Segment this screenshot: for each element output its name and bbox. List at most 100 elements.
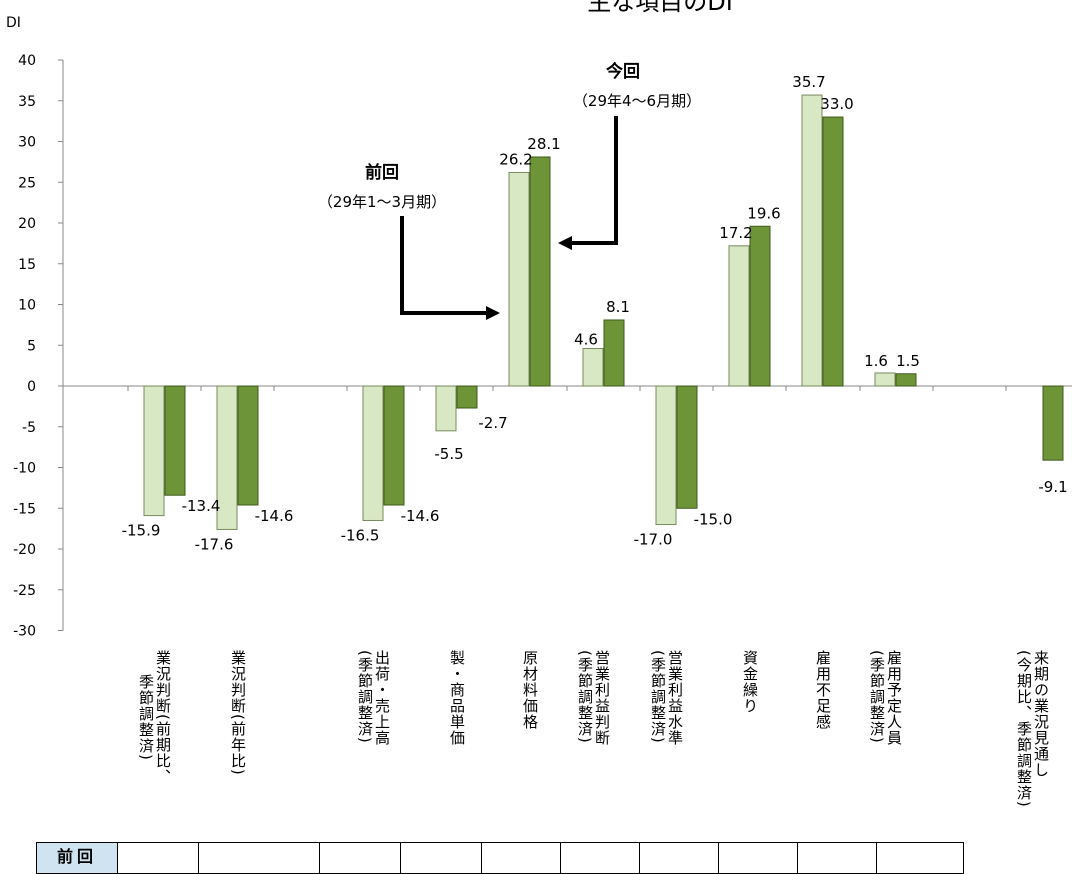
data-label: 35.7 — [792, 73, 825, 91]
x-category-label-line: 雇用予定人員 — [885, 650, 903, 746]
bar — [582, 348, 604, 387]
table-cell — [718, 842, 798, 874]
x-category-label-line: 製・商品単価 — [448, 650, 466, 746]
y-tick-label: 30 — [18, 135, 36, 151]
bar — [383, 385, 405, 506]
x-category-label-line: 出荷・売上高 — [373, 650, 391, 746]
y-tick-label: 0 — [27, 379, 36, 395]
data-label: 1.5 — [896, 352, 920, 370]
data-label: -15.9 — [122, 522, 161, 540]
y-tick-label: 35 — [18, 94, 36, 110]
y-tick-label: 40 — [18, 53, 36, 69]
data-label: 33.0 — [820, 95, 853, 113]
bar — [801, 94, 823, 387]
annotation-label: 前回 — [365, 162, 399, 183]
x-category-label: 雇用不足感 — [814, 650, 832, 730]
table-cell — [876, 842, 964, 874]
data-label: -14.6 — [255, 507, 294, 525]
table-cell — [117, 842, 199, 874]
table-cell — [319, 842, 401, 874]
x-category-label: 製・商品単価 — [448, 650, 466, 746]
x-category-label-line: 雇用不足感 — [814, 650, 832, 730]
x-category-label-line: (季節調整済) — [356, 650, 374, 744]
y-tick-label: -10 — [13, 461, 36, 477]
y-axis-unit-label: DI — [6, 15, 21, 31]
data-label: 8.1 — [606, 298, 630, 316]
bar — [1042, 385, 1064, 461]
y-tick-label: -25 — [13, 583, 36, 599]
data-label: 19.6 — [747, 204, 780, 222]
bar — [508, 171, 530, 387]
data-label: -9.1 — [1038, 478, 1067, 496]
x-category-label: 業況判断(前年比) — [229, 650, 247, 776]
table-cell — [400, 842, 482, 874]
x-category-label: 来期の業況見通し (今期比、季節調整済) — [1015, 650, 1050, 808]
data-label: -17.6 — [195, 535, 234, 553]
x-category-label-line: 業況判断(前年比) — [229, 650, 247, 776]
data-label: 17.2 — [719, 224, 752, 242]
y-tick-label: 25 — [18, 175, 36, 191]
annotation-label: 今回 — [606, 61, 640, 82]
table-cell — [639, 842, 719, 874]
x-category-label-line: 業況判断(前期比、 — [154, 650, 172, 785]
bars-group — [143, 94, 1064, 530]
bar — [164, 385, 186, 496]
arrowhead — [558, 236, 572, 250]
bar — [456, 385, 478, 409]
y-tick-label: -5 — [22, 420, 36, 436]
x-category-label-line: (季節調整済) — [576, 650, 594, 744]
table-cell — [560, 842, 640, 874]
x-category-label-line: 営業利益水準 — [666, 650, 684, 746]
bar — [362, 385, 384, 521]
y-tick-label: -30 — [13, 624, 36, 640]
data-label: 28.1 — [527, 135, 560, 153]
table-cell — [481, 842, 561, 874]
x-category-label-line: 営業利益判断 — [593, 650, 611, 746]
bar — [874, 372, 896, 387]
x-category-label-line: 原材料価格 — [521, 650, 539, 730]
arrowhead — [486, 306, 500, 320]
bar — [655, 385, 677, 526]
y-tick-label: 15 — [18, 257, 36, 273]
data-label: -5.5 — [434, 445, 463, 463]
y-tick-label: 20 — [18, 216, 36, 232]
y-tick-label: -20 — [13, 542, 36, 558]
bar — [749, 225, 771, 387]
x-category-label: 原材料価格 — [521, 650, 539, 730]
bar — [435, 385, 457, 432]
bar — [529, 156, 551, 387]
data-label: -15.0 — [694, 510, 733, 528]
table-header-cell: 前回 — [36, 842, 118, 874]
arrow-previous — [400, 216, 488, 315]
x-category-label: 営業利益判断 (季節調整済) — [576, 650, 611, 746]
x-category-label: 雇用予定人員 (季節調整済) — [868, 650, 903, 746]
x-category-label: 業況判断(前期比、 季節調整済) — [137, 650, 172, 785]
y-tick-label: 5 — [27, 338, 36, 354]
bar — [676, 385, 698, 509]
table-cell — [797, 842, 877, 874]
y-tick-label: 10 — [18, 298, 36, 314]
data-label: -14.6 — [401, 507, 440, 525]
data-label: -2.7 — [478, 414, 507, 432]
arrow-current — [570, 116, 618, 245]
table-cell — [198, 842, 320, 874]
annotation-period: （29年1～3月期） — [318, 193, 446, 211]
x-category-label: 出荷・売上高 (季節調整済) — [356, 650, 391, 746]
x-category-label-line: 来期の業況見通し — [1032, 650, 1050, 778]
bar — [603, 319, 625, 387]
bar — [237, 385, 259, 506]
bar — [216, 385, 238, 530]
data-table: 前回 — [36, 842, 964, 874]
bar — [895, 373, 917, 387]
table-row: 前回 — [36, 842, 964, 874]
data-label: -17.0 — [634, 531, 673, 549]
bar — [728, 245, 750, 387]
annotation-arrows: 前回 （29年1～3月期） 今回 （29年4～6月期） — [318, 61, 701, 320]
data-label: 26.2 — [499, 150, 532, 168]
y-axis: 40 35 30 25 20 15 10 5 0 -5 -10 -15 -20 -25 -30 — [13, 53, 1072, 640]
x-category-label-line: 季節調整済) — [137, 674, 155, 761]
bar — [822, 116, 844, 387]
data-label: -16.5 — [341, 526, 380, 544]
